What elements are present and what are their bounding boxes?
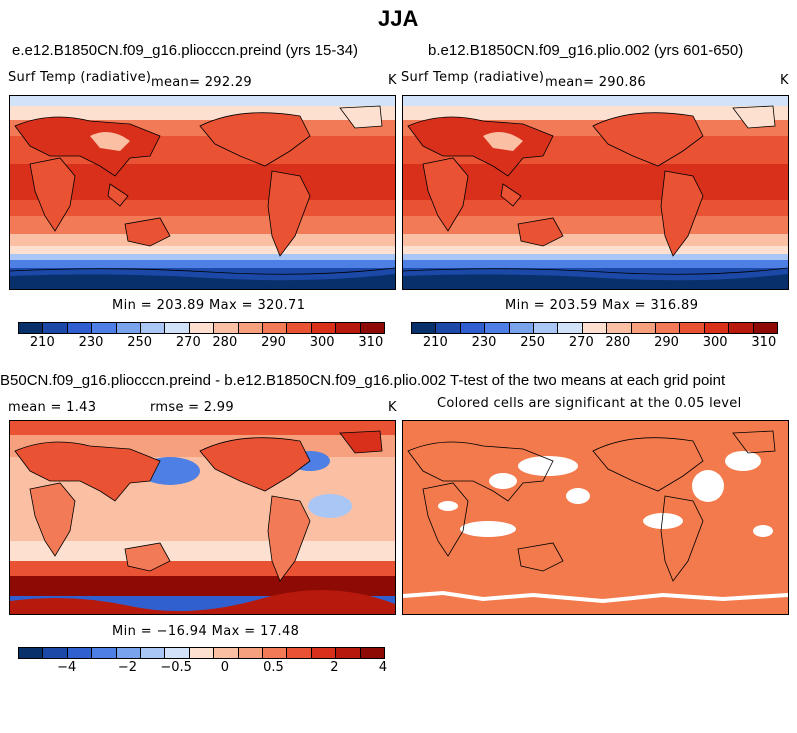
panel3-colorbar-labels: −4 −2 −0.5 0 0.5 2 4 [18,660,387,676]
panel1-colorbar [18,322,385,334]
colorbar-tick-label: 270 [568,335,594,350]
colorbar-swatch [116,323,142,333]
colorbar-swatch [92,648,117,658]
colorbar-swatch [656,323,681,333]
colorbar-swatch [311,323,337,333]
colorbar-swatch [165,323,190,333]
panel2-minmax: Min = 203.59 Max = 316.89 [505,298,699,313]
colorbar-tick-label: 2 [330,660,339,675]
figure-title: JJA [378,6,419,31]
panel1-mean: mean= 292.29 [151,75,252,90]
colorbar-swatch [141,323,166,333]
colorbar-swatch [189,648,215,658]
panel1-colorbar-labels: 210 230 250 270 280 290 300 310 [18,335,383,351]
colorbar-swatch [631,323,657,333]
colorbar-tick-label: 230 [471,335,497,350]
colorbar-swatch [165,648,190,658]
colorbar-swatch [558,323,583,333]
panel3-title: B50CN.f09_g16.pliocccn.preind - b.e12.B1… [0,372,447,389]
colorbar-swatch [360,648,385,658]
panel1-title: e.e12.B1850CN.f09_g16.pliocccn.preind (y… [12,42,359,59]
colorbar-tick-label: 290 [261,335,286,350]
colorbar-swatch [412,323,437,333]
colorbar-tick-label: 280 [605,335,631,350]
panel3-map [9,420,396,615]
colorbar-swatch [43,648,68,658]
panel1-units: K [388,73,397,88]
colorbar-tick-label: 4 [378,660,388,675]
colorbar-swatch [189,323,215,333]
colorbar-tick-label: 0.5 [263,660,284,675]
colorbar-tick-label: 230 [78,335,104,350]
colorbar-swatch [607,323,632,333]
colorbar-swatch [436,323,461,333]
colorbar-swatch [92,323,117,333]
colorbar-swatch [460,323,486,333]
panel1-variable: Surf Temp (radiative) [8,70,152,85]
colorbar-tick-label: 250 [127,335,153,350]
panel4-map [402,420,789,615]
colorbar-swatch [287,323,312,333]
panel4-subtitle: Colored cells are significant at the 0.0… [437,396,742,411]
colorbar-swatch [336,323,361,333]
colorbar-swatch [67,648,93,658]
colorbar-swatch [67,323,93,333]
colorbar-tick-label: −4 [57,660,77,675]
colorbar-swatch [582,323,608,333]
colorbar-tick-label: 250 [520,335,546,350]
colorbar-swatch [141,648,166,658]
colorbar-tick-label: −2 [117,660,138,675]
panel2-mean: mean= 290.86 [545,75,646,90]
colorbar-swatch [336,648,361,658]
colorbar-swatch [19,323,44,333]
panel2-colorbar-labels: 210 230 250 270 280 290 300 310 [411,335,776,351]
colorbar-swatch [263,323,288,333]
colorbar-swatch [360,323,385,333]
panel3-rmse: rmse = 2.99 [150,400,234,415]
colorbar-tick-label: 270 [175,335,201,350]
colorbar-swatch [287,648,312,658]
colorbar-swatch [238,648,264,658]
colorbar-swatch [704,323,730,333]
colorbar-swatch [680,323,705,333]
colorbar-tick-label: 210 [29,335,55,350]
colorbar-tick-label: 300 [309,335,335,350]
panel2-units: K [780,73,789,88]
panel2-map [402,95,789,290]
panel4-title: T-test of the two means at each grid poi… [450,372,726,389]
colorbar-tick-label: 310 [358,335,384,350]
colorbar-swatch [509,323,535,333]
colorbar-tick-label: 210 [422,335,448,350]
panel3-minmax: Min = −16.94 Max = 17.48 [112,624,300,639]
panel2-colorbar [411,322,778,334]
panel1-map [9,95,396,290]
panel2-title: b.e12.B1850CN.f09_g16.plio.002 (yrs 601-… [428,42,744,59]
colorbar-swatch [263,648,288,658]
colorbar-tick-label: −0.5 [160,660,192,675]
colorbar-swatch [485,323,510,333]
colorbar-tick-label: 310 [751,335,777,350]
colorbar-swatch [311,648,337,658]
panel2-variable: Surf Temp (radiative) [401,70,545,85]
colorbar-swatch [214,648,239,658]
panel1-minmax: Min = 203.89 Max = 320.71 [112,298,306,313]
colorbar-swatch [729,323,754,333]
colorbar-tick-label: 0 [220,660,229,675]
colorbar-swatch [116,648,142,658]
colorbar-swatch [753,323,778,333]
panel3-colorbar [18,647,385,659]
colorbar-tick-label: 300 [702,335,728,350]
colorbar-tick-label: 290 [654,335,679,350]
colorbar-swatch [214,323,239,333]
colorbar-swatch [19,648,44,658]
colorbar-swatch [534,323,559,333]
colorbar-tick-label: 280 [212,335,238,350]
colorbar-swatch [43,323,68,333]
panel3-mean: mean = 1.43 [8,400,97,415]
colorbar-swatch [238,323,264,333]
panel3-units: K [388,400,397,415]
